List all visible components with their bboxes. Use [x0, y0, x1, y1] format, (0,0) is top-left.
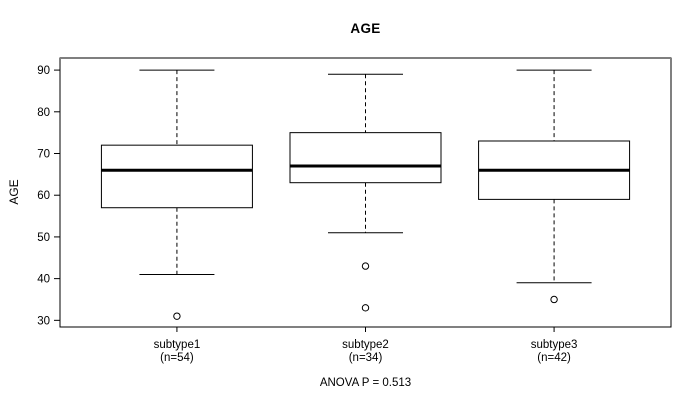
y-tick-label: 40 [37, 274, 50, 286]
y-tick-label: 90 [37, 65, 50, 77]
chart-title: AGE [350, 21, 381, 36]
y-tick-label: 30 [37, 315, 50, 327]
x-category-count: (n=34) [348, 351, 383, 364]
outlier-point [361, 262, 370, 270]
x-category-label: subtype2 (n=34) [291, 339, 441, 364]
x-category-name: subtype1 [153, 339, 201, 351]
x-category-label: subtype3 (n=42) [479, 339, 629, 364]
x-category-label: subtype1 (n=54) [102, 339, 252, 364]
outlier-point [361, 304, 370, 312]
outlier-point [550, 295, 558, 304]
y-tick-label: 50 [37, 232, 50, 244]
x-category-count: (n=54) [160, 351, 194, 364]
y-tick-label: 70 [37, 149, 50, 161]
iqr-box [289, 132, 442, 184]
x-category-name: subtype2 [342, 339, 389, 351]
x-category-name: subtype3 [530, 339, 578, 351]
x-category-count: (n=42) [537, 351, 571, 364]
outlier-point [173, 312, 181, 320]
iqr-box [100, 144, 253, 209]
y-tick-label: 60 [37, 190, 50, 202]
anova-footnote: ANOVA P = 0.513 [319, 377, 412, 389]
y-tick-label: 80 [37, 107, 50, 119]
